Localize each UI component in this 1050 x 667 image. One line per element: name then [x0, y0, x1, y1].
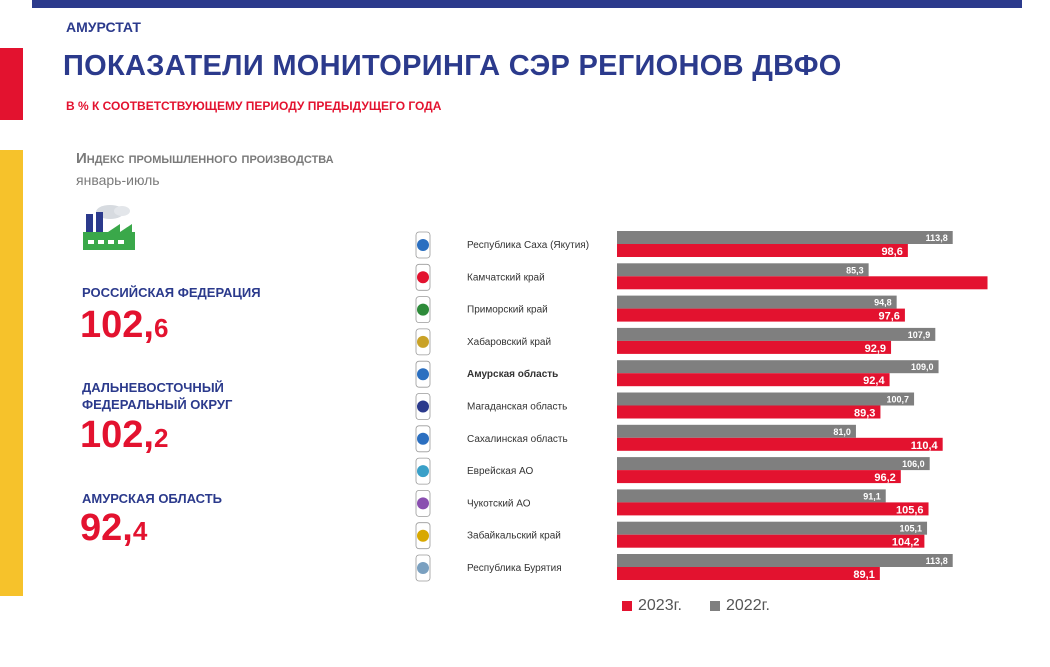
region-emblem-mark — [417, 335, 429, 348]
data-label-2023: 105,6 — [896, 504, 924, 516]
bar-2022 — [617, 489, 886, 503]
category-label: Еврейская АО — [467, 466, 533, 477]
data-label-2022: 109,0 — [911, 362, 934, 372]
data-label-2023: 89,3 — [854, 408, 875, 420]
brand-label: АМУРСТАТ — [66, 19, 141, 35]
bar-2023 — [617, 373, 890, 387]
bar-2022 — [617, 327, 936, 341]
category-label: Республика Бурятия — [467, 562, 562, 574]
bar-2023 — [617, 244, 908, 257]
data-label-2022: 113,8 — [926, 556, 948, 566]
data-label-2023: 110,4 — [911, 440, 939, 452]
data-label-2022: 81,0 — [833, 427, 851, 437]
data-label-2023: 96,2 — [874, 472, 895, 484]
bar-2023 — [617, 340, 892, 354]
bar-2023 — [617, 502, 929, 516]
region-emblem-mark — [417, 432, 429, 445]
region-emblem-mark — [417, 239, 429, 251]
data-label-2022: 85,3 — [846, 265, 864, 275]
bar-2022 — [617, 263, 869, 277]
region-emblem-mark — [417, 368, 429, 381]
category-label: Камчатский край — [467, 272, 545, 283]
page-subtitle: В % К СООТВЕТСТВУЮЩЕМУ ПЕРИОДУ ПРЕДЫДУЩЕ… — [66, 99, 442, 113]
legend-swatch-2022 — [710, 601, 720, 611]
bar-2022 — [617, 392, 915, 406]
bar-2022 — [617, 554, 953, 567]
indicator-title: Индекс промышленного производства — [76, 150, 334, 167]
data-label-2022: 107,9 — [908, 330, 931, 340]
factory-icon — [83, 205, 135, 250]
bar-2023 — [617, 470, 901, 484]
summary-value-amur: 92,4 — [80, 507, 148, 549]
legend-2022: 2022г. — [710, 597, 770, 615]
data-label-2022: 113,8 — [926, 233, 948, 243]
legend-label-2022: 2022г. — [726, 597, 770, 614]
data-label-2022: 94,8 — [874, 298, 892, 308]
bar-2022 — [617, 457, 930, 471]
category-label: Сахалинская область — [467, 433, 568, 445]
data-label-2023: 97,6 — [878, 311, 899, 323]
bar-2023 — [617, 534, 925, 548]
region-emblem-mark — [417, 497, 429, 510]
category-label: Амурская область — [467, 368, 558, 380]
category-label: Республика Саха (Якутия) — [467, 239, 589, 251]
bar-2022 — [617, 360, 939, 374]
bar-2022 — [617, 231, 953, 244]
region-emblem-mark — [417, 465, 429, 478]
category-label: Магаданская область — [467, 401, 567, 413]
region-emblem-mark — [417, 303, 429, 316]
bar-2023 — [617, 405, 881, 419]
summary-label-amur: АМУРСКАЯ ОБЛАСТЬ — [82, 491, 222, 506]
data-label-2023: 98,6 — [881, 246, 902, 258]
bar-2022 — [617, 424, 856, 438]
bar-2022 — [617, 521, 928, 535]
data-label-2022: 100,7 — [887, 395, 910, 405]
region-emblem-mark — [417, 271, 429, 284]
summary-label-dfo: ДАЛЬНЕВОСТОЧНЫЙ ФЕДЕРАЛЬНЫЙ ОКРУГ — [82, 380, 233, 412]
data-label-2022: 91,1 — [863, 491, 881, 501]
indicator-period: январь-июль — [76, 172, 160, 188]
data-label-2023: 89,1 — [853, 569, 874, 581]
bar-2023 — [617, 437, 943, 451]
bar-2022 — [617, 295, 897, 309]
category-label: Забайкальский край — [467, 530, 561, 542]
summary-label-rf: РОССИЙСКАЯ ФЕДЕРАЦИЯ — [82, 285, 261, 300]
side-accent-yellow — [0, 150, 23, 596]
top-accent-bar — [32, 0, 1022, 8]
category-label: Чукотский АО — [467, 498, 531, 509]
category-label: Хабаровский край — [467, 336, 551, 348]
category-label: Приморский край — [467, 305, 548, 316]
legend-label-2023: 2023г. — [638, 597, 682, 614]
legend-swatch-2023 — [622, 601, 632, 611]
region-emblem-mark — [417, 529, 429, 542]
data-label-2022: 106,0 — [902, 459, 925, 469]
page-title: ПОКАЗАТЕЛИ МОНИТОРИНГА СЭР РЕГИОНОВ ДВФО — [63, 50, 842, 82]
bar-2023 — [617, 567, 880, 580]
region-emblem-mark — [417, 562, 429, 574]
bar-2023 — [617, 276, 988, 290]
legend-2023: 2023г. — [622, 597, 682, 615]
summary-value-dfo: 102,2 — [80, 414, 169, 456]
bar-2023 — [617, 308, 905, 322]
data-label-2023: 92,9 — [865, 343, 886, 355]
summary-value-rf: 102,6 — [80, 304, 169, 346]
data-label-2023: 92,4 — [863, 375, 885, 387]
data-label-2022: 105,1 — [900, 524, 923, 534]
data-label-2023: 104,2 — [892, 537, 920, 549]
side-accent-red — [0, 48, 23, 120]
region-emblem-mark — [417, 400, 429, 413]
